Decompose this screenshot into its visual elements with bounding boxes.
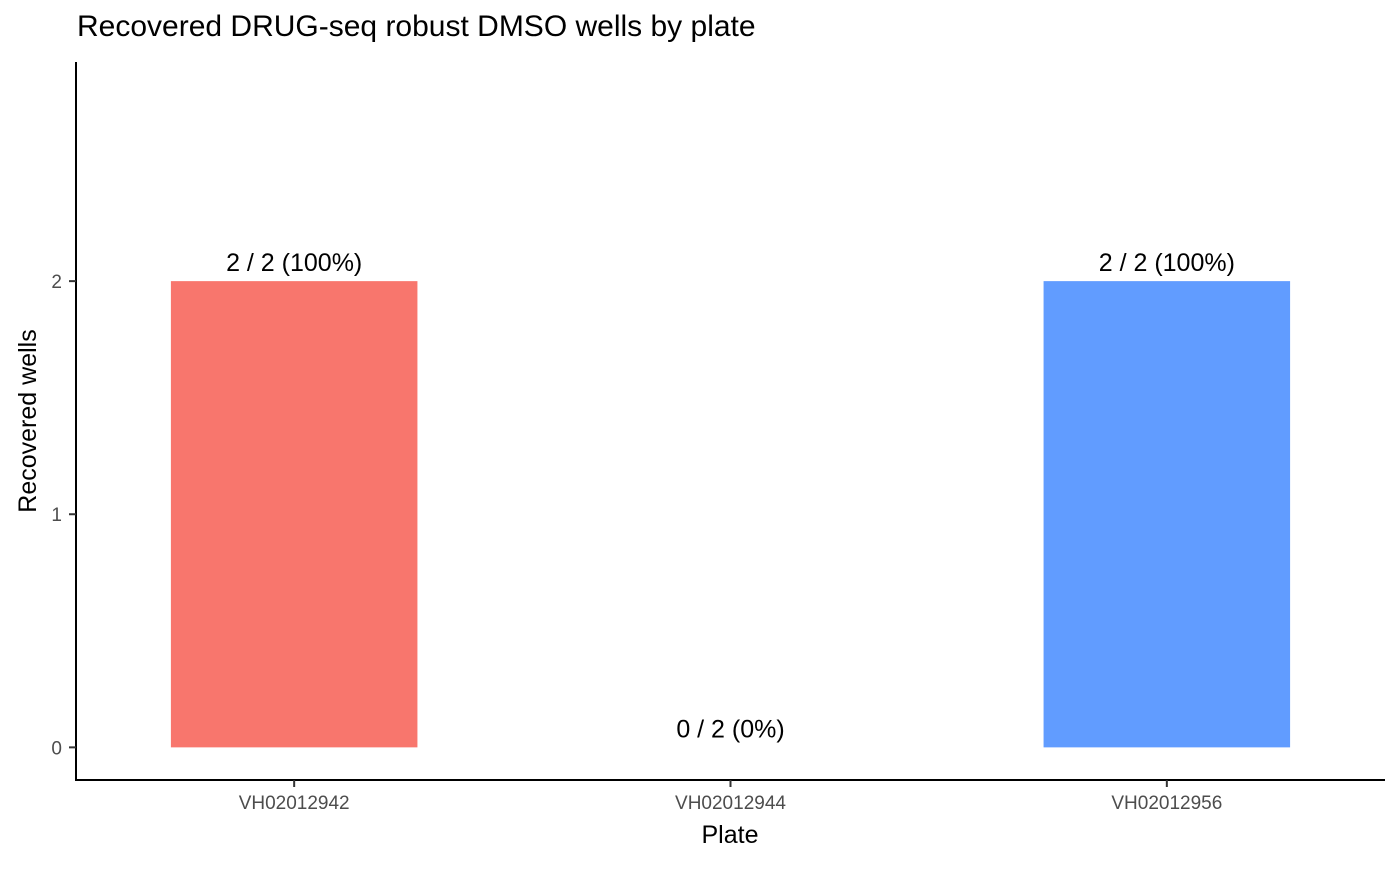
bar-VH02012942	[170, 281, 418, 748]
chart-title: Recovered DRUG-seq robust DMSO wells by …	[77, 10, 756, 43]
y-axis-title: Recovered wells	[14, 329, 42, 512]
y-tick-label: 1	[51, 505, 62, 526]
bar-value-label: 2 / 2 (100%)	[1099, 249, 1235, 277]
x-axis-title: Plate	[702, 821, 759, 849]
bar-labels-layer: 2 / 2 (100%) 0 / 2 (0%) 2 / 2 (100%)	[226, 249, 1235, 743]
x-tick-label: VH02012942	[239, 793, 350, 814]
bar-value-label: 0 / 2 (0%)	[676, 715, 784, 743]
x-tick-label: VH02012956	[1111, 793, 1222, 814]
y-tick-label: 0	[51, 738, 62, 759]
x-tick-label: VH02012944	[675, 793, 786, 814]
bars-layer	[170, 281, 1291, 748]
bar-VH02012956	[1043, 281, 1291, 748]
x-ticks: VH02012942 VH02012944 VH02012956	[239, 780, 1222, 814]
bar-value-label: 2 / 2 (100%)	[226, 249, 362, 277]
y-ticks: 0 1 2	[51, 272, 76, 759]
y-tick-label: 2	[51, 272, 62, 293]
